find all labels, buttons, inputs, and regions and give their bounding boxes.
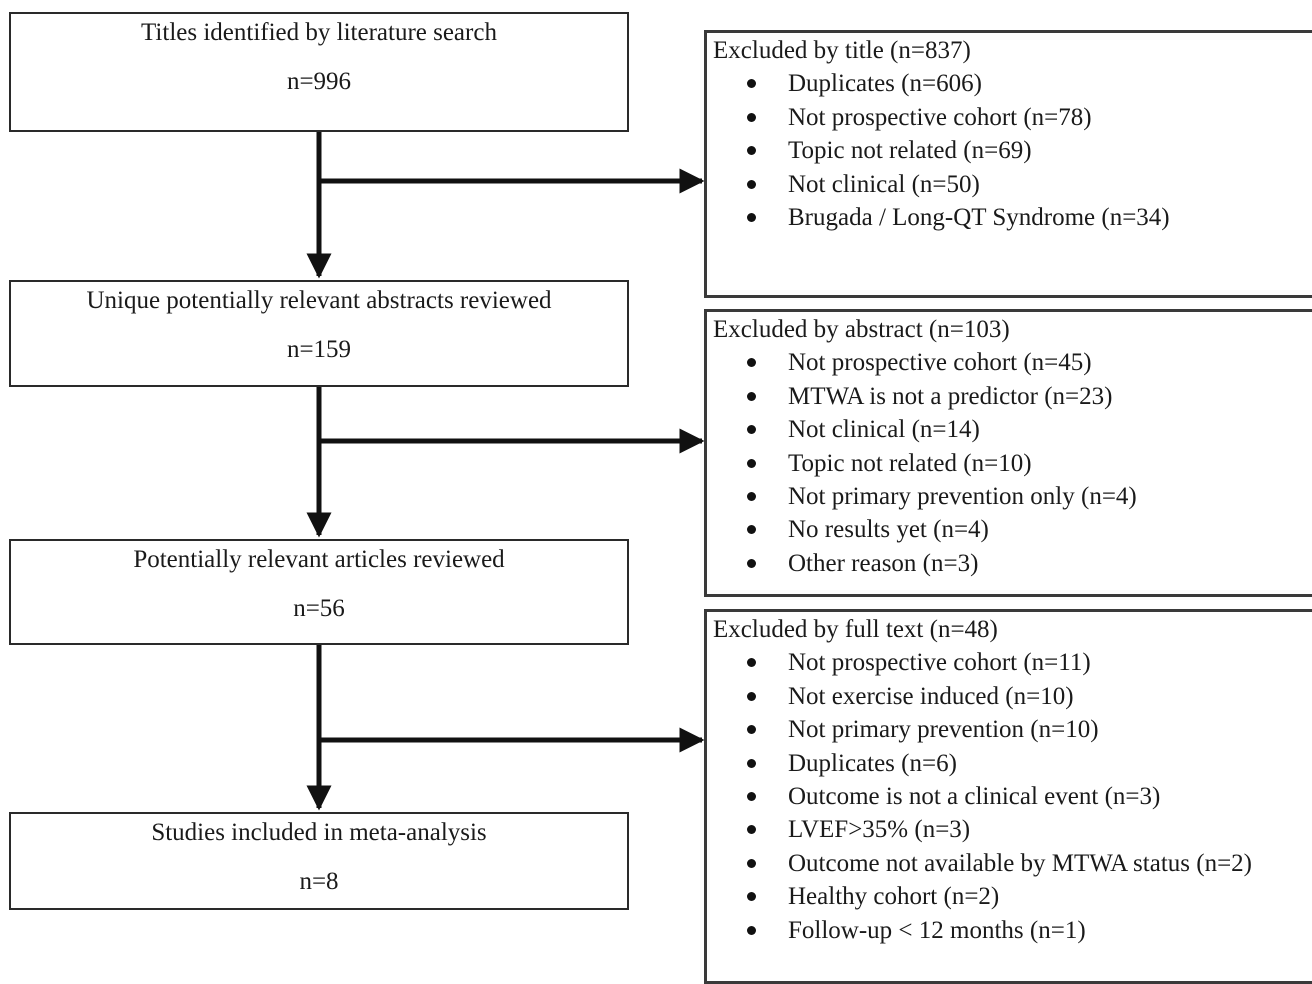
stage-title: Titles identified by literature search — [141, 19, 497, 46]
bullet-icon — [747, 79, 756, 89]
bullet-icon — [747, 858, 756, 868]
bullet-icon — [747, 658, 756, 668]
stage-box-search: Titles identified by literature search n… — [9, 12, 629, 132]
bullet-icon — [747, 146, 756, 156]
bullet-icon — [747, 925, 756, 935]
exclusion-reason: Outcome is not a clinical event (n=3) — [707, 780, 1312, 813]
exclusion-reason: Not prospective cohort (n=45) — [707, 346, 1312, 379]
bullet-icon — [747, 425, 756, 435]
exclusion-reason: Topic not related (n=69) — [707, 134, 1312, 167]
bullet-icon — [747, 725, 756, 735]
exclusion-box-abstract: Excluded by abstract (n=103) Not prospec… — [704, 309, 1312, 597]
exclusion-reason-list: Duplicates (n=606) Not prospective cohor… — [707, 67, 1312, 234]
exclusion-heading: Excluded by title (n=837) — [713, 37, 971, 64]
bullet-icon — [747, 492, 756, 502]
bullet-icon — [747, 358, 756, 368]
bullet-icon — [747, 213, 756, 223]
exclusion-reason: Not exercise induced (n=10) — [707, 680, 1312, 713]
exclusion-reason: Topic not related (n=10) — [707, 447, 1312, 480]
stage-box-abstracts: Unique potentially relevant abstracts re… — [9, 280, 629, 387]
stage-box-articles: Potentially relevant articles reviewed n… — [9, 539, 629, 645]
exclusion-heading: Excluded by abstract (n=103) — [713, 316, 1010, 343]
bullet-icon — [747, 558, 756, 568]
bullet-icon — [747, 792, 756, 802]
exclusion-reason: Not clinical (n=50) — [707, 168, 1312, 201]
bullet-icon — [747, 758, 756, 768]
exclusion-reason: Brugada / Long-QT Syndrome (n=34) — [707, 201, 1312, 234]
exclusion-box-title: Excluded by title (n=837) Duplicates (n=… — [704, 30, 1312, 298]
exclusion-reason: MTWA is not a predictor (n=23) — [707, 380, 1312, 413]
exclusion-reason: Duplicates (n=6) — [707, 747, 1312, 780]
exclusion-reason: Other reason (n=3) — [707, 547, 1312, 580]
exclusion-reason: Not clinical (n=14) — [707, 413, 1312, 446]
exclusion-reason: Outcome not available by MTWA status (n=… — [707, 847, 1312, 880]
exclusion-reason: Not primary prevention (n=10) — [707, 713, 1312, 746]
stage-count: n=8 — [299, 868, 339, 895]
bullet-icon — [747, 391, 756, 401]
stage-count: n=996 — [286, 68, 352, 95]
exclusion-reason: Duplicates (n=606) — [707, 67, 1312, 100]
exclusion-reason-list: Not prospective cohort (n=11) Not exerci… — [707, 646, 1312, 947]
bullet-icon — [747, 825, 756, 835]
stage-title: Potentially relevant articles reviewed — [133, 546, 505, 573]
exclusion-reason: Not prospective cohort (n=11) — [707, 646, 1312, 679]
bullet-icon — [747, 691, 756, 701]
exclusion-reason: Healthy cohort (n=2) — [707, 880, 1312, 913]
bullet-icon — [747, 458, 756, 468]
bullet-icon — [747, 179, 756, 189]
bullet-icon — [747, 112, 756, 122]
stage-title: Unique potentially relevant abstracts re… — [86, 287, 552, 314]
stage-title: Studies included in meta-analysis — [151, 819, 487, 846]
stage-box-included: Studies included in meta-analysis n=8 — [9, 812, 629, 910]
bullet-icon — [747, 892, 756, 902]
exclusion-reason-list: Not prospective cohort (n=45) MTWA is no… — [707, 346, 1312, 580]
exclusion-reason: LVEF>35% (n=3) — [707, 813, 1312, 846]
stage-count: n=56 — [293, 595, 345, 622]
exclusion-reason: Not primary prevention only (n=4) — [707, 480, 1312, 513]
exclusion-heading: Excluded by full text (n=48) — [713, 616, 998, 643]
exclusion-reason: Not prospective cohort (n=78) — [707, 101, 1312, 134]
bullet-icon — [747, 525, 756, 535]
exclusion-reason: Follow-up < 12 months (n=1) — [707, 914, 1312, 947]
exclusion-box-full-text: Excluded by full text (n=48) Not prospec… — [704, 609, 1312, 984]
exclusion-reason: No results yet (n=4) — [707, 513, 1312, 546]
stage-count: n=159 — [286, 336, 352, 363]
